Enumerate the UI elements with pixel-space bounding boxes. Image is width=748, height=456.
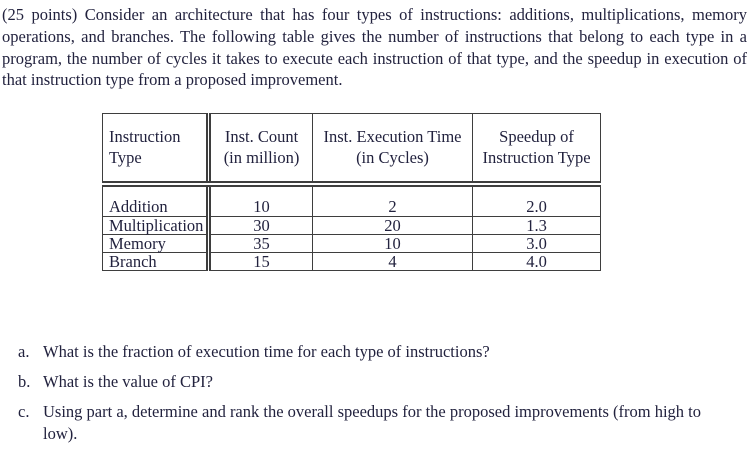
- cell-count-multiplication: 30: [208, 216, 313, 235]
- question-list: a. What is the fraction of execution tim…: [18, 341, 732, 453]
- table-row-memory: Memory 35 10 3.0: [102, 234, 601, 253]
- header-instruction-type-line2: Type: [109, 148, 142, 168]
- cell-speedup-multiplication: 1.3: [472, 216, 601, 235]
- header-exec-time-line2: (in Cycles): [356, 148, 429, 168]
- cell-type-addition: Addition: [102, 183, 211, 217]
- question-b-text: What is the value of CPI?: [43, 372, 213, 391]
- question-c-text: Using part a, determine and rank the ove…: [43, 402, 701, 443]
- table-row-addition: Addition 10 2 2.0: [102, 183, 601, 217]
- question-a-text: What is the fraction of execution time f…: [43, 342, 490, 361]
- cell-speedup-addition: 2.0: [472, 183, 601, 217]
- cell-count-memory: 35: [208, 234, 313, 253]
- problem-statement: (25 points) Consider an architecture tha…: [2, 5, 747, 90]
- instruction-table: Instruction Type Inst. Count (in million…: [102, 113, 601, 271]
- cell-exec-time-memory: 10: [312, 234, 473, 253]
- cell-exec-time-branch: 4: [312, 252, 473, 271]
- header-speedup-line1: Speedup of: [499, 127, 574, 147]
- question-b: b. What is the value of CPI?: [18, 371, 732, 393]
- cell-type-multiplication: Multiplication: [102, 216, 211, 235]
- header-speedup-line2: Instruction Type: [482, 148, 591, 168]
- cell-type-branch: Branch: [102, 252, 211, 271]
- table-header-row: Instruction Type Inst. Count (in million…: [102, 113, 601, 187]
- cell-count-branch: 15: [208, 252, 313, 271]
- cell-speedup-memory: 3.0: [472, 234, 601, 253]
- question-b-label: b.: [18, 372, 31, 391]
- question-a: a. What is the fraction of execution tim…: [18, 341, 732, 363]
- question-c-label: c.: [18, 402, 30, 421]
- cell-speedup-branch: 4.0: [472, 252, 601, 271]
- cell-type-memory: Memory: [102, 234, 211, 253]
- header-inst-count: Inst. Count (in million): [208, 113, 313, 187]
- header-exec-time-line1: Inst. Execution Time: [323, 127, 462, 147]
- header-inst-count-line2: (in million): [223, 148, 300, 168]
- table-row-branch: Branch 15 4 4.0: [102, 252, 601, 271]
- header-instruction-type: Instruction Type: [102, 113, 211, 187]
- header-inst-count-line1: Inst. Count: [224, 127, 299, 147]
- cell-exec-time-multiplication: 20: [312, 216, 473, 235]
- question-a-label: a.: [18, 342, 30, 361]
- table-row-multiplication: Multiplication 30 20 1.3: [102, 216, 601, 235]
- question-c: c. Using part a, determine and rank the …: [18, 401, 732, 445]
- cell-exec-time-addition: 2: [312, 183, 473, 217]
- header-instruction-type-line1: Instruction: [109, 127, 181, 147]
- header-speedup: Speedup of Instruction Type: [472, 113, 601, 187]
- cell-count-addition: 10: [208, 183, 313, 217]
- header-exec-time: Inst. Execution Time (in Cycles): [312, 113, 473, 187]
